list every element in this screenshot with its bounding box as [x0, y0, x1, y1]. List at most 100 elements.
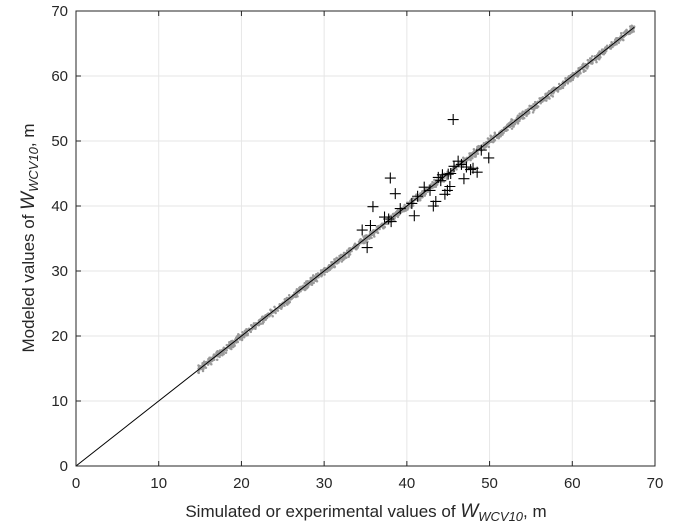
simulated-point — [431, 180, 434, 184]
simulated-point — [545, 99, 548, 102]
simulated-point — [462, 156, 465, 160]
experimental-point — [465, 164, 477, 176]
experimental-point — [424, 184, 436, 196]
simulated-point — [279, 306, 282, 310]
simulated-point — [362, 235, 365, 238]
plot-frame — [75, 10, 656, 467]
simulated-point — [630, 30, 633, 33]
simulated-point — [213, 353, 216, 356]
simulated-point — [595, 60, 598, 64]
simulated-point — [230, 339, 233, 343]
simulated-point — [259, 322, 263, 325]
simulated-point — [507, 121, 511, 125]
experimental-point — [436, 169, 448, 181]
simulated-point — [477, 146, 481, 149]
simulated-point — [557, 82, 561, 86]
experimental-point — [471, 166, 483, 178]
simulated-point — [510, 127, 514, 130]
simulated-point — [476, 152, 479, 155]
y-tick-label: 0 — [60, 458, 68, 475]
simulated-point — [250, 323, 253, 327]
simulated-point — [304, 288, 307, 291]
experimental-point — [364, 220, 376, 231]
simulated-point — [520, 112, 524, 115]
simulated-point — [197, 371, 200, 374]
simulated-point — [472, 148, 476, 151]
simulated-point — [405, 207, 408, 210]
simulated-point — [619, 38, 622, 42]
simulated-point — [283, 298, 287, 301]
simulated-point — [532, 107, 535, 110]
simulated-point — [493, 131, 497, 135]
experimental-point — [483, 152, 495, 164]
y-tick-label: 50 — [51, 133, 68, 150]
simulated-point — [257, 323, 261, 327]
simulated-point — [323, 273, 326, 276]
simulated-point — [433, 178, 436, 182]
simulated-point — [263, 318, 267, 321]
simulated-point — [469, 158, 472, 162]
simulated-point — [489, 134, 492, 138]
simulated-point — [510, 118, 513, 121]
experimental-point — [447, 114, 459, 126]
simulated-point — [322, 267, 326, 271]
simulated-point — [612, 43, 616, 47]
simulated-point — [225, 348, 228, 352]
simulated-point — [261, 322, 265, 325]
simulated-point — [527, 110, 531, 113]
simulated-point — [586, 64, 590, 68]
simulated-point — [333, 258, 336, 261]
simulated-point — [347, 255, 350, 259]
experimental-point — [455, 158, 467, 170]
y-tick-label: 20 — [51, 328, 68, 345]
reference-line — [75, 26, 635, 467]
simulated-point — [434, 185, 438, 188]
simulated-point — [558, 87, 561, 91]
simulated-point — [445, 177, 449, 180]
y-axis-title-prefix: Modeled values of — [19, 210, 38, 353]
x-axis-title-prefix: Simulated or experimental values of — [185, 502, 460, 521]
experimental-point — [384, 172, 396, 184]
simulated-point — [470, 156, 473, 159]
simulated-point — [215, 350, 219, 354]
y-tick-label: 40 — [51, 198, 68, 215]
simulated-point — [306, 280, 309, 283]
simulated-point — [497, 136, 500, 140]
simulated-point — [365, 234, 368, 237]
simulated-point — [240, 338, 244, 342]
simulated-point — [484, 145, 488, 148]
simulated-point — [348, 253, 351, 256]
simulated-point — [532, 109, 536, 112]
simulated-point — [622, 38, 625, 42]
experimental-point — [408, 210, 420, 222]
simulated-point — [551, 92, 555, 95]
simulated-point — [516, 122, 520, 125]
simulated-point — [375, 225, 379, 228]
simulated-point — [320, 275, 323, 278]
x-tick-label: 50 — [481, 475, 498, 492]
simulated-point — [222, 352, 225, 356]
simulated-point — [315, 279, 319, 283]
simulated-point — [327, 269, 330, 272]
simulated-point — [203, 360, 207, 364]
simulated-point — [619, 31, 623, 35]
simulated-point — [512, 123, 515, 127]
simulated-point — [363, 241, 366, 245]
simulated-points — [197, 24, 636, 375]
simulated-point — [235, 336, 239, 339]
simulated-point — [600, 48, 604, 51]
experimental-point — [475, 144, 487, 156]
x-tick-label: 60 — [564, 475, 581, 492]
x-axis-title-sub: WCV10 — [478, 509, 524, 524]
simulated-point — [357, 240, 361, 243]
experimental-point — [367, 201, 379, 213]
simulated-point — [246, 332, 250, 335]
simulated-point — [411, 197, 415, 200]
simulated-point — [486, 137, 490, 140]
simulated-point — [201, 369, 205, 373]
simulated-point — [591, 61, 594, 65]
simulated-point — [238, 334, 241, 337]
simulated-point — [382, 226, 385, 230]
simulated-point — [328, 267, 332, 271]
